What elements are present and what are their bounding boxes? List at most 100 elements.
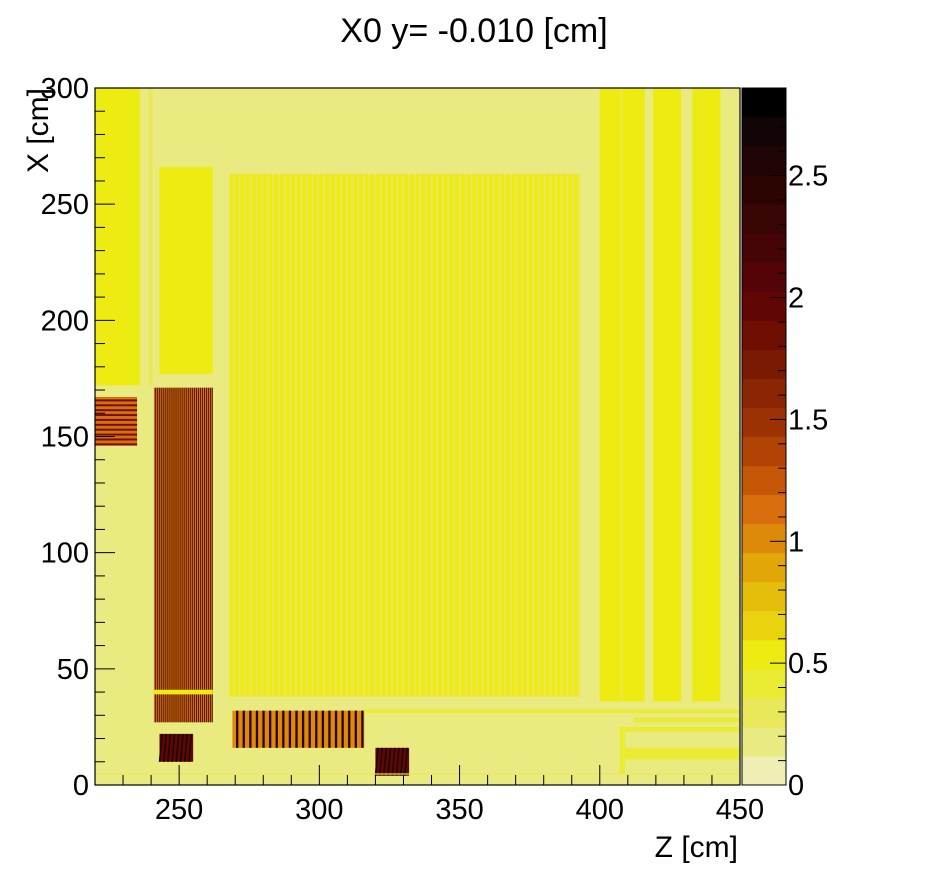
heatmap-cell-stripe	[399, 747, 404, 776]
heatmap-cell-stripe	[186, 387, 188, 723]
heatmap-cell-stripe	[387, 747, 392, 776]
heatmap-cell-stripe	[95, 418, 138, 421]
heatmap-cell-stripe	[294, 173, 297, 697]
heatmap-cell-stripe	[295, 710, 298, 748]
color-palette: 0 0.5 1 1.5 2 2.5	[741, 87, 828, 802]
heatmap-cell-stripe	[166, 387, 168, 723]
palette-swatch	[742, 349, 786, 379]
heatmap-cell	[153, 387, 213, 723]
x-tick-label: 450	[716, 794, 764, 826]
heatmap-cell-stripe	[158, 387, 160, 723]
heatmap-cell-stripe	[458, 173, 461, 697]
x-axis-label: Z [cm]	[655, 831, 738, 864]
chart-title: X0 y= -0.010 [cm]	[340, 12, 607, 50]
heatmap-cell-stripe	[260, 173, 263, 697]
palette-tick-label: 0.5	[788, 648, 828, 680]
palette-swatch	[742, 668, 786, 699]
palette-swatch	[742, 146, 786, 176]
heatmap-cell-stripe	[232, 173, 235, 697]
heatmap-cell-stripe	[202, 387, 203, 723]
palette-swatch	[742, 726, 786, 757]
palette-tick-label: 2.5	[788, 161, 828, 193]
heatmap-cell-stripe	[504, 173, 507, 697]
heatmap-cell-stripe	[328, 173, 331, 697]
heatmap-cell-stripe	[238, 173, 241, 697]
heatmap-cell-stripe	[391, 747, 396, 776]
y-tick-label: 0	[73, 770, 89, 802]
heatmap-cell-stripe	[95, 423, 138, 426]
heatmap-cell-stripe	[470, 173, 473, 697]
heatmap-cell	[364, 709, 740, 713]
heatmap-cell-stripe	[158, 733, 163, 762]
palette-swatch	[742, 378, 786, 408]
heatmap-cell-stripe	[95, 399, 138, 402]
heatmap-cell-stripe	[475, 173, 478, 697]
palette-swatch	[742, 494, 786, 525]
heatmap-cell-stripe	[391, 173, 394, 697]
heatmap-cell-stripe	[196, 387, 197, 723]
palette-swatch	[742, 523, 786, 554]
heatmap-cell-stripe	[172, 387, 174, 723]
heatmap-cell-stripe	[95, 404, 138, 407]
heatmap-cell-stripe	[170, 387, 172, 723]
heatmap-cell-stripe	[255, 173, 258, 697]
heatmap-cell-stripe	[345, 173, 348, 697]
palette-swatch	[742, 204, 786, 234]
heatmap-cell-stripe	[164, 387, 166, 723]
palette-swatch	[742, 291, 786, 321]
heatmap-cell	[159, 166, 213, 374]
heatmap-cell-stripe	[288, 710, 292, 748]
heatmap-cell	[619, 726, 740, 732]
palette-tick-label: 1	[788, 526, 804, 558]
palette-swatch	[742, 552, 786, 583]
heatmap-cells	[95, 88, 740, 785]
heatmap-cell-stripe	[487, 173, 490, 697]
heatmap-cell-stripe	[351, 173, 354, 697]
heatmap-cell-stripe	[236, 710, 239, 748]
heatmap-cell	[625, 747, 740, 760]
heatmap-cell-stripe	[521, 173, 524, 697]
heatmap-cell-stripe	[395, 747, 400, 776]
y-tick-label: 50	[57, 654, 89, 686]
heatmap-cell-stripe	[168, 387, 170, 723]
heatmap-cell	[619, 726, 626, 774]
heatmap-cell-stripe	[244, 173, 247, 697]
palette-swatch	[742, 697, 786, 728]
heatmap-cell-stripe	[577, 173, 580, 697]
heatmap-cell-stripe	[436, 173, 439, 697]
heatmap-cell-stripe	[543, 173, 546, 697]
heatmap-cell-stripe	[368, 173, 371, 697]
heatmap-cell-stripe	[180, 387, 182, 723]
heatmap-cell-stripe	[354, 710, 357, 748]
heatmap-cell	[232, 710, 365, 748]
heatmap-cell-stripe	[282, 710, 285, 748]
x-tick-label: 400	[576, 794, 624, 826]
heatmap-cell-stripe	[204, 387, 205, 723]
heatmap-cell-stripe	[200, 387, 201, 723]
heatmap-cell-stripe	[348, 710, 351, 748]
heatmap-cell-stripe	[209, 387, 211, 723]
axes: 250 300 350 400 450 0 50 100 150 200 250 300	[41, 73, 765, 826]
heatmap-cell-stripe	[526, 173, 529, 697]
heatmap-cell-stripe	[190, 387, 192, 723]
heatmap-cell-stripe	[206, 387, 207, 723]
palette-swatch	[742, 117, 786, 147]
heatmap-cell-stripe	[385, 173, 388, 697]
y-tick-label: 300	[41, 73, 89, 105]
heatmap-cell	[653, 88, 682, 702]
heatmap-cell-stripe	[249, 173, 252, 697]
heatmap-cell-stripe	[383, 747, 388, 776]
heatmap-cell-stripe	[509, 173, 512, 697]
palette-tick-label: 1.5	[788, 404, 828, 436]
heatmap-cell-stripe	[515, 173, 518, 697]
heatmap-cell-stripe	[188, 733, 193, 762]
heatmap-cell	[148, 88, 153, 386]
heatmap-cell-stripe	[162, 387, 164, 723]
heatmap-cell-stripe	[430, 173, 433, 697]
heatmap-cell	[620, 88, 623, 702]
heatmap-cell-stripe	[178, 387, 180, 723]
palette-swatch	[742, 262, 786, 292]
heatmap-cell-stripe	[441, 173, 444, 697]
heatmap-cell-stripe	[334, 173, 337, 697]
y-tick-label: 250	[41, 189, 89, 221]
